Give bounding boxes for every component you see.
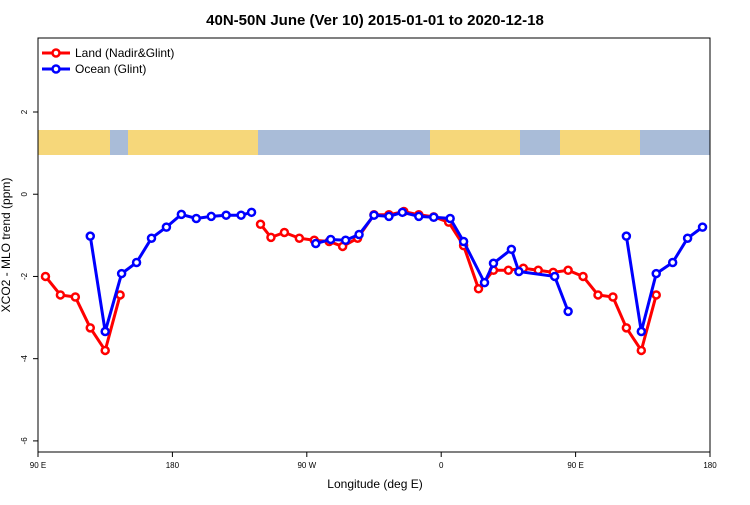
y-axis-label: XCO2 - MLO trend (ppm): [0, 178, 13, 313]
x-tick-label: 90 E: [30, 461, 46, 470]
x-tick-label: 0: [439, 461, 444, 470]
data-point: [70, 292, 81, 302]
data-point: [578, 271, 588, 282]
data-point: [563, 265, 573, 276]
series-line: [44, 209, 658, 355]
data-point: [100, 326, 110, 337]
data-point: [294, 233, 305, 243]
data-point: [266, 232, 276, 243]
data-point: [651, 268, 661, 279]
data-point: [311, 238, 321, 249]
legend-marker: [51, 48, 61, 58]
data-point: [506, 244, 517, 255]
data-point: [473, 284, 484, 294]
data-point: [636, 345, 647, 356]
data-point: [384, 211, 394, 222]
data-point: [255, 219, 266, 229]
data-point: [397, 207, 408, 218]
data-point: [55, 290, 66, 300]
data-point: [549, 271, 560, 282]
y-tick-label: -4: [20, 355, 29, 363]
data-point: [667, 257, 678, 268]
data-point: [488, 258, 499, 269]
y-tick-label: -2: [20, 272, 29, 280]
data-point: [161, 222, 172, 232]
x-tick-label: 90 E: [567, 461, 583, 470]
data-point: [146, 233, 157, 243]
y-tick-label: -6: [20, 437, 29, 445]
plot-frame: [37, 37, 711, 453]
legend-label: Ocean (Glint): [75, 62, 146, 76]
data-point: [191, 213, 202, 224]
data-point: [354, 229, 364, 240]
data-point: [593, 290, 603, 300]
data-point: [479, 277, 490, 288]
data-point: [85, 231, 96, 241]
data-point: [246, 207, 257, 218]
data-point: [236, 210, 246, 220]
data-point: [428, 212, 439, 222]
data-point: [621, 231, 632, 241]
data-point: [682, 233, 693, 243]
data-point: [514, 266, 524, 277]
data-point: [131, 257, 142, 268]
data-point: [100, 345, 110, 356]
data-point: [503, 265, 514, 276]
data-point: [621, 323, 632, 333]
x-tick-label: 180: [703, 461, 717, 470]
data-point: [221, 210, 231, 220]
data-point: [651, 290, 661, 300]
data-point: [445, 213, 455, 224]
data-point: [369, 210, 379, 220]
data-point: [325, 234, 336, 245]
data-point: [340, 235, 351, 246]
y-tick-label: 0: [20, 191, 29, 196]
map-strip: [38, 130, 710, 155]
data-point: [636, 326, 647, 337]
data-point: [176, 209, 187, 220]
series-line: [88, 210, 704, 332]
x-axis-label: Longitude (deg E): [327, 477, 422, 491]
data-point: [458, 236, 469, 247]
data-point: [697, 222, 708, 232]
chart-title: 40N-50N June (Ver 10) 2015-01-01 to 2020…: [206, 12, 544, 29]
y-tick-label: 2: [20, 109, 29, 114]
data-point: [206, 211, 216, 222]
legend-label: Land (Nadir&Glint): [75, 46, 174, 60]
data-point: [608, 292, 618, 302]
data-point: [116, 268, 127, 279]
data-point: [85, 323, 96, 333]
legend-marker: [51, 64, 61, 74]
data-point: [563, 306, 573, 317]
x-tick-label: 90 W: [297, 461, 316, 470]
data-point: [40, 271, 51, 282]
data-point: [414, 211, 424, 222]
data-point: [279, 227, 290, 238]
x-tick-label: 180: [166, 461, 180, 470]
